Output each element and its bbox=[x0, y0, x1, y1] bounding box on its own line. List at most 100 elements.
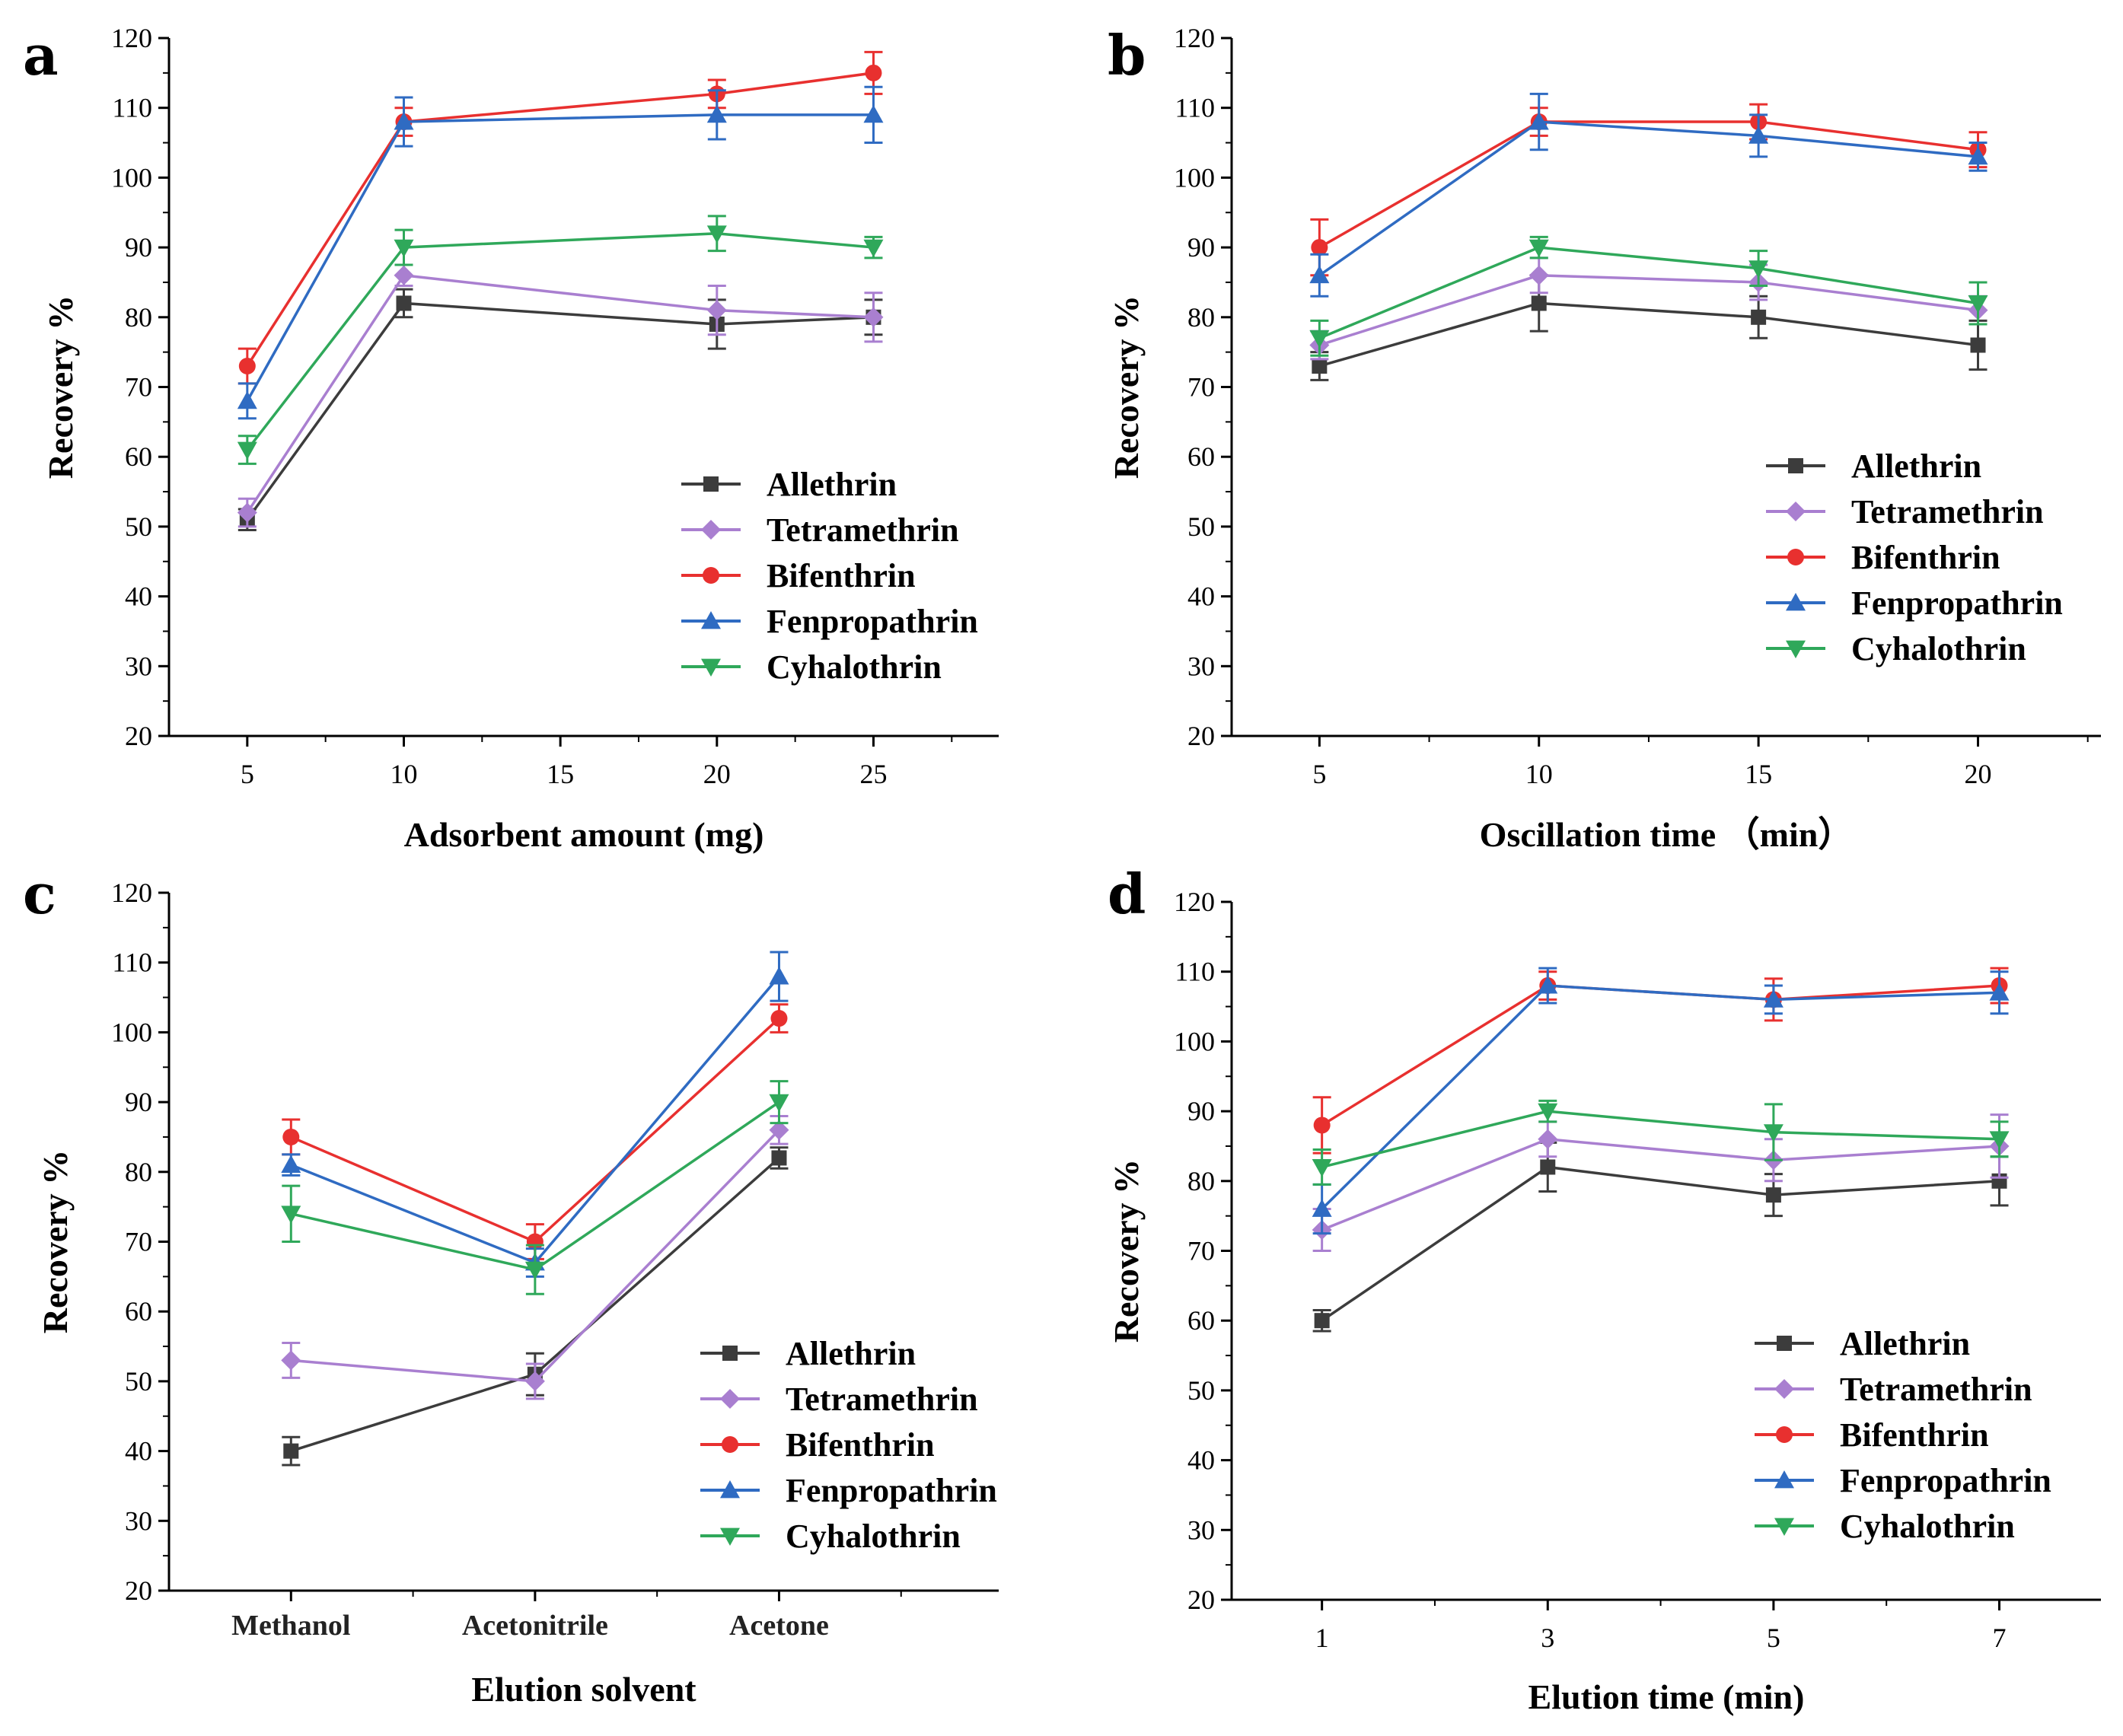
x-tick-label: 5 bbox=[1767, 1623, 1780, 1653]
data-point bbox=[394, 239, 414, 258]
y-axis-title: Recovery % bbox=[1107, 295, 1146, 479]
y-tick-label: 40 bbox=[1187, 581, 1215, 612]
series-cyhalothrin bbox=[1312, 1099, 2010, 1186]
data-point bbox=[238, 357, 256, 374]
series-tetramethrin bbox=[1309, 256, 1988, 361]
series-line bbox=[1318, 274, 1978, 347]
series-line bbox=[246, 232, 874, 451]
y-tick-label: 100 bbox=[1174, 162, 1215, 193]
data-point bbox=[1968, 295, 1988, 314]
data-point bbox=[706, 225, 727, 244]
y-tick-label: 30 bbox=[125, 1505, 152, 1536]
series-tetramethrin bbox=[281, 1114, 789, 1400]
series-bifenthrin bbox=[282, 1003, 789, 1260]
y-tick-label: 120 bbox=[111, 23, 152, 53]
legend-marker bbox=[1786, 502, 1806, 521]
y-axis-title: Recovery % bbox=[41, 295, 80, 479]
data-point bbox=[706, 300, 727, 320]
y-tick-label: 100 bbox=[111, 162, 152, 193]
series-line bbox=[290, 975, 780, 1265]
x-tick-label: 20 bbox=[1965, 759, 1992, 789]
series-cyhalothrin bbox=[1309, 235, 1988, 357]
data-point bbox=[865, 64, 882, 81]
data-point bbox=[1312, 358, 1328, 374]
legend-marker bbox=[1786, 593, 1806, 611]
data-point bbox=[706, 104, 727, 123]
data-point bbox=[863, 104, 884, 123]
legend-label: Cyhalothrin bbox=[1840, 1508, 2015, 1545]
y-tick-label: 30 bbox=[125, 651, 152, 681]
series-line bbox=[1321, 1137, 2000, 1231]
data-point bbox=[1765, 1187, 1781, 1203]
series-fenpropathrin bbox=[1309, 92, 1988, 298]
data-point bbox=[1528, 265, 1549, 285]
data-point bbox=[281, 1206, 301, 1224]
x-tick-label: 1 bbox=[1315, 1623, 1329, 1653]
y-tick-label: 80 bbox=[1187, 1166, 1215, 1196]
y-tick-label: 30 bbox=[1187, 1515, 1215, 1545]
y-tick-label: 40 bbox=[125, 581, 152, 612]
data-point bbox=[237, 502, 257, 523]
x-category-label: Acetone bbox=[729, 1610, 829, 1642]
data-point bbox=[282, 1128, 300, 1145]
panel-a: a 20 30 40 50 60 70 80 90 100 110 120 5 10 15 20 25 Adsor… bbox=[23, 23, 999, 854]
y-tick-label: 70 bbox=[1187, 1236, 1215, 1266]
series-line bbox=[290, 1157, 780, 1453]
data-point bbox=[524, 1371, 545, 1391]
legend-marker bbox=[703, 567, 719, 584]
series-line bbox=[246, 113, 874, 402]
y-tick-label: 120 bbox=[1174, 887, 1215, 917]
data-point bbox=[1540, 1159, 1556, 1175]
legend: Allethrin Tetramethrin Bifenthrin Fenpropat… bbox=[1766, 448, 2063, 667]
series-fenpropathrin bbox=[237, 85, 884, 420]
x-tick-label: 15 bbox=[547, 759, 574, 789]
y-tick-label: 50 bbox=[1187, 1375, 1215, 1406]
series-allethrin bbox=[282, 1146, 789, 1467]
y-tick-label: 70 bbox=[125, 372, 152, 403]
data-point bbox=[769, 1094, 789, 1113]
series-line bbox=[1318, 120, 1978, 249]
legend-label: Allethrin bbox=[767, 466, 897, 503]
data-point bbox=[1748, 126, 1769, 144]
y-tick-label: 60 bbox=[125, 1296, 152, 1327]
legend-label: Fenpropathrin bbox=[1840, 1462, 2051, 1499]
data-point bbox=[1989, 1131, 2010, 1149]
series-cyhalothrin bbox=[281, 1080, 789, 1295]
y-tick-label: 90 bbox=[125, 232, 152, 263]
data-point bbox=[1313, 1116, 1331, 1134]
data-point bbox=[524, 1261, 545, 1280]
legend-marker bbox=[1788, 458, 1803, 473]
series-bifenthrin bbox=[237, 50, 883, 385]
panel-d: d 20 30 40 50 60 70 80 90 100 110 120 1 3 5 7 Elution ti… bbox=[1107, 862, 2101, 1716]
x-axis-title: Adsorbent amount (mg) bbox=[404, 815, 764, 854]
legend-label: Cyhalothrin bbox=[786, 1518, 961, 1555]
data-point bbox=[1538, 1103, 1558, 1122]
x-tick-label: 7 bbox=[1993, 1623, 2007, 1653]
legend-marker bbox=[720, 1527, 740, 1546]
legend-marker bbox=[703, 476, 719, 492]
y-tick-label: 100 bbox=[111, 1017, 152, 1047]
y-tick-label: 80 bbox=[125, 302, 152, 333]
panel-letter: a bbox=[23, 23, 59, 88]
legend-label: Bifenthrin bbox=[1851, 539, 2000, 576]
y-tick-label: 60 bbox=[125, 441, 152, 472]
data-point bbox=[770, 1010, 788, 1027]
panel-b: b 20 30 40 50 60 70 80 90 100 110 120 5 10 15 20 Oscilla… bbox=[1107, 23, 2101, 854]
data-point bbox=[771, 1150, 787, 1166]
legend-label: Tetramethrin bbox=[767, 511, 959, 549]
y-tick-label: 110 bbox=[1175, 957, 1215, 987]
x-tick-label: 20 bbox=[703, 759, 731, 789]
y-tick-label: 20 bbox=[125, 1575, 152, 1606]
data-point bbox=[394, 112, 414, 130]
panel-letter: c bbox=[23, 862, 56, 926]
data-point bbox=[1309, 330, 1330, 349]
data-point bbox=[1763, 989, 1784, 1008]
legend: Allethrin Tetramethrin Bifenthrin Fenpropat… bbox=[700, 1335, 997, 1555]
x-tick-label: 10 bbox=[390, 759, 417, 789]
legend-marker bbox=[1776, 1426, 1793, 1443]
data-point bbox=[769, 967, 789, 985]
legend-marker bbox=[1774, 1518, 1794, 1536]
legend-label: Allethrin bbox=[1851, 448, 1981, 485]
x-tick-label: 10 bbox=[1525, 759, 1553, 789]
data-point bbox=[1312, 1199, 1332, 1217]
